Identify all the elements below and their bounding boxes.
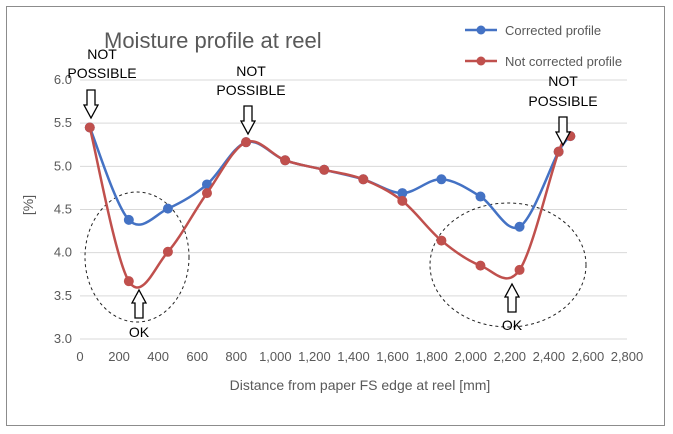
- x-tick-label: 2,400: [533, 349, 566, 364]
- x-tick-label: 1,600: [376, 349, 409, 364]
- annotation-label: NOT POSSIBLE: [216, 63, 285, 98]
- x-axis-label: Distance from paper FS edge at reel [mm]: [230, 377, 491, 393]
- x-tick-label: 2,800: [611, 349, 644, 364]
- series-line: [88, 127, 572, 289]
- ok-ellipse: [429, 202, 587, 328]
- up-arrow-icon: [503, 282, 521, 313]
- data-point: [514, 264, 525, 275]
- x-tick-label: 400: [147, 349, 169, 364]
- legend-marker: [476, 25, 486, 35]
- y-tick-labels: 3.0 3.5 4.0 4.5 5.0 5.5 6.0: [54, 72, 72, 346]
- x-tick-label: 0: [76, 349, 83, 364]
- data-point: [358, 174, 369, 185]
- x-tick-label: 1,400: [337, 349, 370, 364]
- series-group: [84, 122, 576, 289]
- data-point: [514, 221, 525, 232]
- up-arrow-icon: [130, 288, 148, 319]
- data-point: [319, 164, 330, 175]
- y-tick-label: 3.5: [54, 288, 72, 303]
- data-point: [241, 137, 252, 148]
- x-tick-label: 600: [186, 349, 208, 364]
- data-point: [475, 260, 486, 271]
- y-tick-label: 4.0: [54, 245, 72, 260]
- legend-marker: [476, 56, 486, 66]
- legend-label: Corrected profile: [505, 23, 601, 38]
- y-axis-label: [%]: [20, 195, 36, 215]
- down-arrow-icon: [82, 89, 100, 120]
- down-arrow-icon: [239, 105, 257, 136]
- y-tick-label: 4.5: [54, 202, 72, 217]
- legend-label: Not corrected profile: [505, 54, 622, 69]
- down-arrow-icon: [554, 116, 572, 147]
- data-point: [162, 246, 173, 257]
- x-tick-label: 2,000: [454, 349, 487, 364]
- x-tick-label: 1,200: [298, 349, 331, 364]
- data-point: [436, 174, 447, 185]
- data-point: [553, 146, 564, 157]
- legend: Corrected profile Not corrected profile: [465, 23, 622, 69]
- annotation-ellipses: [84, 191, 587, 328]
- grid: [80, 79, 627, 340]
- x-tick-label: 1,000: [259, 349, 292, 364]
- chart-title: Moisture profile at reel: [104, 28, 322, 53]
- x-tick-label: 800: [225, 349, 247, 364]
- data-point: [123, 276, 134, 287]
- data-point: [436, 235, 447, 246]
- y-tick-label: 5.5: [54, 115, 72, 130]
- y-tick-label: 6.0: [54, 72, 72, 87]
- data-point: [280, 155, 291, 166]
- data-point: [397, 195, 408, 206]
- data-point: [162, 203, 173, 214]
- annotation-label: OK: [502, 317, 523, 333]
- y-tick-label: 3.0: [54, 331, 72, 346]
- annotation-label: NOT POSSIBLE: [67, 46, 136, 81]
- data-point: [123, 214, 134, 225]
- annotations: NOT POSSIBLE NOT POSSIBLE NOT POSSIBLE OK OK: [67, 46, 597, 340]
- x-tick-labels: 0 200 400 600 800 1,000 1,200 1,400 1,600 1,800 2,…: [76, 349, 643, 364]
- x-tick-label: 1,800: [415, 349, 448, 364]
- data-point: [475, 191, 486, 202]
- x-tick-label: 200: [108, 349, 130, 364]
- y-tick-label: 5.0: [54, 158, 72, 173]
- x-tick-label: 2,200: [494, 349, 527, 364]
- ok-ellipse: [84, 191, 190, 323]
- annotation-label: NOT POSSIBLE: [528, 73, 597, 109]
- series-line: [88, 126, 572, 230]
- data-point: [84, 122, 95, 133]
- x-tick-label: 2,600: [572, 349, 605, 364]
- annotation-label: OK: [129, 324, 150, 340]
- data-point: [201, 188, 212, 199]
